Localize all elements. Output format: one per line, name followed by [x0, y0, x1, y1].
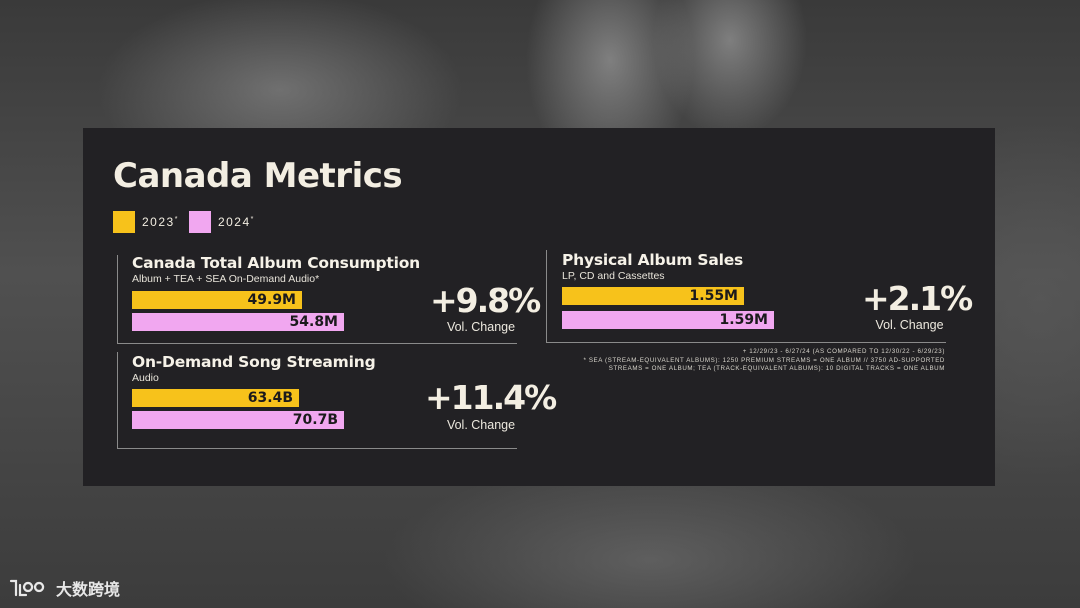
section-divider	[546, 250, 547, 342]
volume-change-label: Vol. Change	[875, 318, 944, 332]
footnote-line: Streams = One Album; TEA (Track-Equivale…	[608, 365, 945, 373]
volume-change-value: +2.1%	[862, 279, 973, 318]
legend: 2023* 2024*	[113, 211, 265, 233]
footnote-line: * SEA (Stream-Equivalent Albums): 1250 P…	[583, 356, 945, 364]
section-divider	[117, 448, 517, 449]
bar-2024: 54.8M	[132, 313, 344, 331]
legend-swatch-2024	[188, 211, 211, 233]
footnote-line: + 12/29/23 - 6/27/24 (as compared to 12/…	[742, 348, 945, 355]
chart-title: On-Demand Song Streaming	[132, 353, 376, 371]
brand-logo-icon	[9, 579, 45, 597]
footnote: + 12/29/23 - 6/27/24 (as compared to 12/…	[525, 348, 945, 374]
legend-label-2023: 2023*	[142, 215, 179, 229]
volume-change-label: Vol. Change	[446, 320, 516, 334]
watermark-text: 大数跨境	[56, 580, 121, 599]
bar-2024: 70.7B	[132, 411, 344, 429]
bar-2023: 49.9M	[132, 291, 302, 309]
volume-change-value: +11.4%	[425, 378, 557, 417]
chart-subtitle: Album + TEA + SEA On-Demand Audio*	[132, 273, 320, 285]
bar-2023: 63.4B	[132, 389, 299, 407]
chart-title: Physical Album Sales	[562, 251, 744, 269]
bar-2023: 1.55M	[562, 287, 744, 305]
section-divider	[117, 352, 118, 449]
volume-change-value: +9.8%	[430, 281, 541, 320]
bar-2024: 1.59M	[562, 311, 774, 329]
section-divider	[117, 255, 118, 343]
legend-swatch-2023	[113, 211, 135, 233]
chart-title: Canada Total Album Consumption	[132, 254, 420, 272]
section-divider	[117, 343, 517, 344]
section-divider	[546, 342, 946, 343]
chart-subtitle: LP, CD and Cassettes	[562, 270, 665, 282]
page-title: Canada Metrics	[113, 156, 403, 196]
legend-label-2024: 2024*	[217, 215, 255, 229]
chart-subtitle: Audio	[132, 372, 159, 384]
volume-change-label: Vol. Change	[446, 418, 516, 432]
watermark: 大数跨境	[8, 576, 120, 600]
